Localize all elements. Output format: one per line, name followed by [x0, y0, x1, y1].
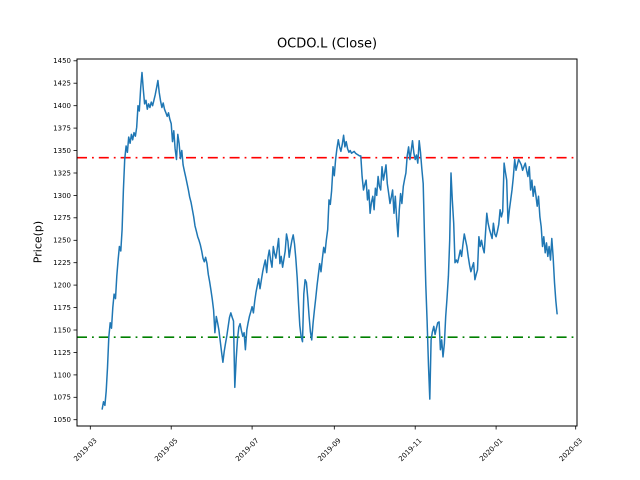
- axes-spines: [76, 58, 578, 427]
- x-tick-label: 2019-09: [316, 437, 342, 463]
- y-tick-label: 1075: [53, 394, 71, 402]
- x-tick-label: 2020-03: [558, 437, 584, 463]
- y-tick-label: 1250: [53, 237, 71, 245]
- x-tick-label: 2019-07: [234, 437, 260, 463]
- x-tick-label: 2019-03: [72, 437, 98, 463]
- y-tick-label: 1125: [53, 349, 71, 357]
- y-tick-label: 1225: [53, 259, 71, 267]
- y-tick-label: 1200: [53, 282, 71, 290]
- y-tick-label: 1425: [53, 80, 71, 88]
- y-tick-label: 1400: [53, 102, 71, 110]
- x-tick-label: 2019-11: [397, 437, 423, 463]
- y-tick-label: 1050: [53, 416, 71, 424]
- y-tick-label: 1150: [53, 326, 71, 334]
- y-tick-label: 1300: [53, 192, 71, 200]
- y-tick-label: 1100: [53, 371, 71, 379]
- y-tick-label: 1275: [53, 214, 71, 222]
- y-tick-label: 1325: [53, 169, 71, 177]
- chart-title: OCDO.L (Close): [276, 36, 378, 52]
- y-axis-label: Price(p): [31, 220, 45, 264]
- y-tick-label: 1175: [53, 304, 71, 312]
- y-tick-label: 1450: [53, 57, 71, 65]
- x-tick-label: 2020-01: [478, 437, 504, 463]
- y-tick-label: 1375: [53, 125, 71, 133]
- price-line: [101, 71, 558, 410]
- x-tick-label: 2019-05: [153, 437, 179, 463]
- y-tick-label: 1350: [53, 147, 71, 155]
